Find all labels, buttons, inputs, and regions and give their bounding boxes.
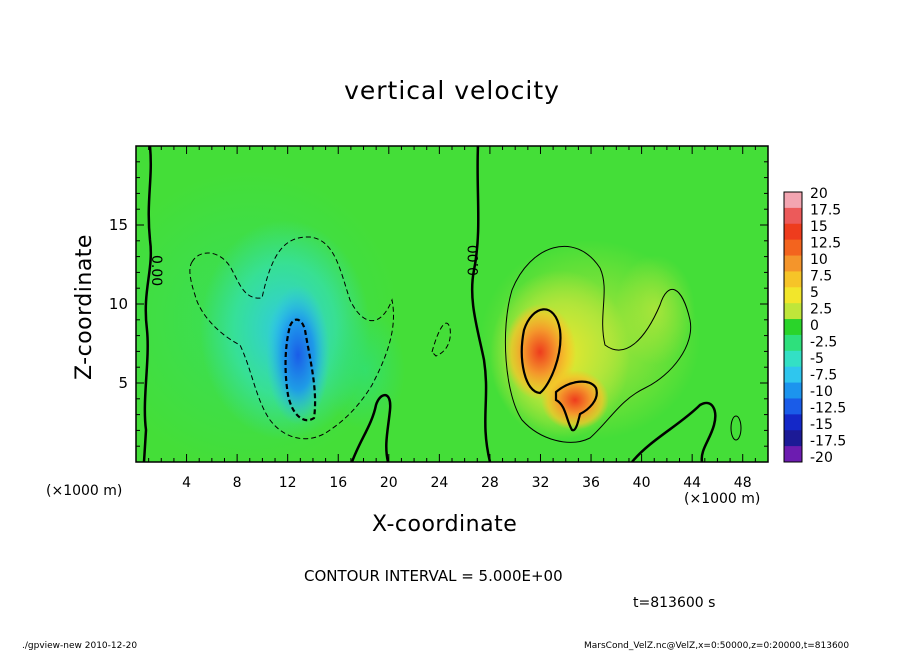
colorbar-swatch [784, 271, 802, 288]
x-tick-label: 32 [532, 475, 550, 491]
colorbar-swatch [784, 255, 802, 272]
colorbar-label: 7.5 [810, 269, 832, 285]
x-tick-label: 12 [279, 475, 297, 491]
colorbar-label: 10 [810, 252, 828, 268]
colorbar-label: -12.5 [810, 401, 846, 417]
colorbar-label: -15 [810, 417, 833, 433]
colorbar-swatch [784, 192, 802, 209]
zero-contour-middle [470, 146, 492, 462]
x-axis: 4 8 12 16 20 24 28 32 36 40 44 48 [148, 146, 756, 491]
contour-pos10b [554, 380, 598, 432]
colorbar-swatch [784, 350, 802, 368]
contour-interval: CONTOUR INTERVAL = 5.000E+00 [304, 567, 563, 585]
x-unit-right: (×1000 m) [684, 491, 761, 507]
contour-pos5 [504, 245, 692, 443]
x-tick-label: 20 [380, 475, 398, 491]
colorbar-label: -17.5 [810, 434, 846, 450]
zero-label-middle: 0.00 [466, 245, 482, 276]
contour-neg5 [189, 236, 394, 440]
colorbar-swatch [784, 382, 802, 399]
colorbar-label: -10 [810, 384, 833, 400]
colorbar-frame [783, 191, 803, 463]
colorbar-label: 5 [810, 285, 819, 301]
colorbar-swatch [784, 303, 802, 320]
colorbar-swatch [784, 239, 802, 257]
colorbar-swatch [784, 319, 802, 336]
colorbar-label: -5 [810, 351, 824, 367]
x-tick-label: 48 [734, 475, 752, 491]
colorbar: 2017.51512.5107.552.50-2.5-5-7.5-10-12.5… [783, 186, 846, 466]
colorbar-label: 2.5 [810, 302, 832, 318]
colorbar-swatch [784, 414, 802, 431]
y-tick-label: 15 [109, 216, 128, 234]
colorbar-label: 0 [810, 318, 819, 334]
colorbar-label: -2.5 [810, 335, 837, 351]
colorbar-swatch [784, 398, 802, 415]
x-tick-label: 40 [633, 475, 651, 491]
zero-contour-left [142, 146, 153, 462]
colorbar-swatch [784, 207, 802, 225]
colorbar-swatch [784, 223, 802, 241]
x-tick-label: 36 [582, 475, 600, 491]
y-axis-label: Z-coordinate [72, 234, 97, 380]
time-label: t=813600 s [633, 595, 716, 611]
colorbar-label: -20 [810, 450, 833, 466]
y-tick-label: 10 [109, 295, 128, 313]
colorbar-label: -7.5 [810, 368, 837, 384]
zero-label-left: 0.00 [148, 255, 164, 286]
x-unit-left: (×1000 m) [46, 483, 123, 499]
colorbar-swatch [784, 430, 802, 447]
colorbar-swatch [784, 446, 802, 463]
x-tick-label: 8 [233, 475, 242, 491]
velocity-field [136, 146, 768, 462]
colorbar-label: 12.5 [810, 236, 841, 252]
x-tick-label: 16 [329, 475, 347, 491]
colorbar-label: 20 [810, 186, 828, 202]
colorbar-swatch [784, 287, 802, 304]
colorbar-label: 17.5 [810, 203, 841, 219]
y-tick-label: 5 [118, 374, 128, 392]
chart-title: vertical velocity [344, 76, 560, 105]
footer-right: MarsCond_VelZ.nc@VelZ,x=0:50000,z=0:2000… [584, 641, 850, 651]
y-axis: 5 10 15 [109, 161, 768, 447]
contour-pos10a [520, 308, 562, 395]
colorbar-label: 15 [810, 219, 828, 235]
x-axis-label: X-coordinate [372, 512, 518, 537]
colorbar-swatch [784, 366, 802, 384]
contour-neg10 [284, 318, 317, 422]
x-tick-label: 24 [430, 475, 448, 491]
footer-left: ./gpview-new 2010-12-20 [22, 641, 138, 651]
x-tick-label: 28 [481, 475, 499, 491]
x-tick-label: 4 [182, 475, 191, 491]
colorbar-swatch [784, 334, 802, 352]
x-tick-label: 44 [683, 475, 701, 491]
